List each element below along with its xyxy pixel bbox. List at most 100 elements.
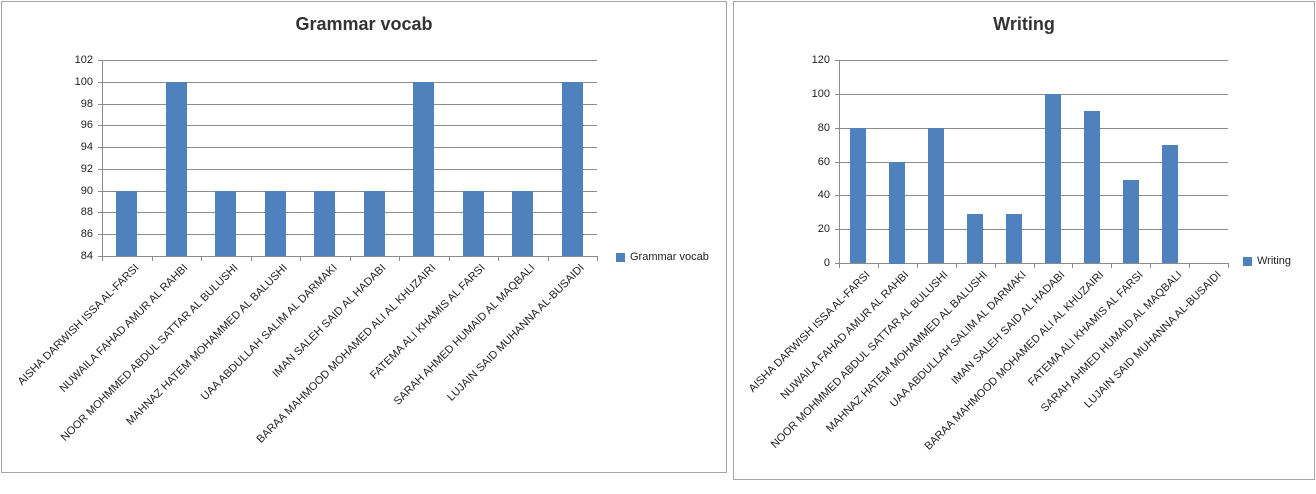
y-axis-tick <box>98 147 102 148</box>
y-axis-tick <box>98 82 102 83</box>
gridline <box>102 125 597 126</box>
x-axis-line <box>839 263 1229 264</box>
x-axis-tick <box>1072 264 1073 268</box>
bar-1 <box>116 191 137 256</box>
chart-panel-writing: Writing Writing 0 20 40 60 80 100 120 AISHA DAR… <box>733 1 1315 480</box>
category-label: BARAA MAHMOOD MOHAMED ALI AL KHUZAIRI <box>254 262 439 446</box>
y-axis-tick <box>835 195 839 196</box>
gridline <box>102 169 597 170</box>
gridline <box>839 195 1228 196</box>
gridline <box>839 60 1228 61</box>
bar-1 <box>850 128 866 263</box>
bar-6 <box>1045 94 1061 263</box>
chart-title-writing: Writing <box>993 14 1055 34</box>
bar-9 <box>1162 145 1178 263</box>
x-axis-tick <box>251 257 252 261</box>
y-axis-tick-label: 80 <box>817 122 830 134</box>
x-axis-tick <box>201 257 202 261</box>
bar-3 <box>928 128 944 263</box>
y-axis-tick-label: 100 <box>74 76 93 88</box>
gridline <box>102 234 597 235</box>
y-axis-tick <box>835 263 839 264</box>
legend-grammar-vocab: Grammar vocab <box>616 251 709 263</box>
gridline <box>839 162 1228 163</box>
category-label: LUJAIN SAID MUHANNA AL-BUSAIDI <box>1081 269 1224 411</box>
x-axis-tick <box>300 257 301 261</box>
y-axis-tick-label: 88 <box>80 206 93 218</box>
category-label: NOOR MOHMMED ABDUL SATTAR AL BULUSHI <box>768 269 951 451</box>
bar-4 <box>265 191 286 256</box>
bar-10 <box>562 82 583 256</box>
bar-7 <box>413 82 434 256</box>
gridline <box>839 128 1228 129</box>
y-axis-tick-label: 96 <box>80 119 93 131</box>
x-axis-tick <box>995 264 996 268</box>
chart-title-grammar-vocab: Grammar vocab <box>295 14 433 34</box>
y-axis-tick-label: 60 <box>817 156 830 168</box>
x-axis-tick <box>399 257 400 261</box>
x-axis-tick <box>878 264 879 268</box>
x-axis-tick <box>1189 264 1190 268</box>
x-axis-tick <box>350 257 351 261</box>
gridline <box>102 60 597 61</box>
legend-label: Writing <box>1257 255 1292 267</box>
bar-8 <box>463 191 484 256</box>
bar-6 <box>364 191 385 256</box>
y-axis-line <box>839 60 840 264</box>
y-axis-tick-label: 84 <box>80 250 93 262</box>
bar-5 <box>1006 214 1022 263</box>
y-axis-tick <box>835 128 839 129</box>
y-axis-tick-label: 0 <box>823 257 830 269</box>
y-axis-tick-label: 90 <box>80 185 93 197</box>
x-axis-tick <box>1111 264 1112 268</box>
x-axis-tick <box>1034 264 1035 268</box>
bar-2 <box>166 82 187 256</box>
y-axis-tick <box>835 60 839 61</box>
x-axis-line <box>102 256 598 257</box>
y-axis-tick <box>98 191 102 192</box>
x-axis-tick <box>152 257 153 261</box>
y-axis-tick <box>98 60 102 61</box>
y-axis-line <box>102 60 103 257</box>
gridline <box>102 147 597 148</box>
y-axis-tick-label: 20 <box>817 223 830 235</box>
x-axis-tick <box>917 264 918 268</box>
gridline <box>102 104 597 105</box>
y-axis-tick-label: 120 <box>811 54 830 66</box>
bar-7 <box>1084 111 1100 263</box>
legend-label: Grammar vocab <box>630 251 709 263</box>
y-axis-tick <box>98 256 102 257</box>
legend-writing: Writing <box>1243 255 1291 267</box>
y-axis-tick-label: 94 <box>80 141 93 153</box>
y-axis-tick-label: 102 <box>74 54 93 66</box>
legend-swatch-icon <box>1243 256 1252 266</box>
x-axis-tick <box>498 257 499 261</box>
x-axis-tick <box>102 257 103 261</box>
category-label: SARAH AHMED HUMAID AL MAQBALI <box>1038 269 1185 415</box>
y-axis-tick <box>835 229 839 230</box>
y-axis-tick <box>98 169 102 170</box>
y-axis-tick <box>98 212 102 213</box>
category-label: BARAA MAHMOOD MOHAMED ALI AL KHUZAIRI <box>922 269 1107 453</box>
bar-9 <box>512 191 533 256</box>
x-axis-tick <box>1150 264 1151 268</box>
category-label: NOOR MOHMMED ABDUL SATTAR AL BULUSHI <box>58 262 241 444</box>
bar-4 <box>967 214 983 263</box>
bar-5 <box>314 191 335 256</box>
gridline <box>102 82 597 83</box>
y-axis-tick <box>98 104 102 105</box>
y-axis-tick-label: 98 <box>80 98 93 110</box>
bar-2 <box>889 162 905 264</box>
x-axis-tick <box>1228 264 1229 268</box>
y-axis-tick <box>98 125 102 126</box>
y-axis-tick-label: 40 <box>817 189 830 201</box>
y-axis-tick <box>835 162 839 163</box>
y-axis-tick-label: 86 <box>80 228 93 240</box>
y-axis-tick <box>835 94 839 95</box>
gridline <box>102 191 597 192</box>
y-axis-tick-label: 92 <box>80 163 93 175</box>
gridline <box>839 94 1228 95</box>
x-axis-tick <box>839 264 840 268</box>
bar-8 <box>1123 180 1139 263</box>
